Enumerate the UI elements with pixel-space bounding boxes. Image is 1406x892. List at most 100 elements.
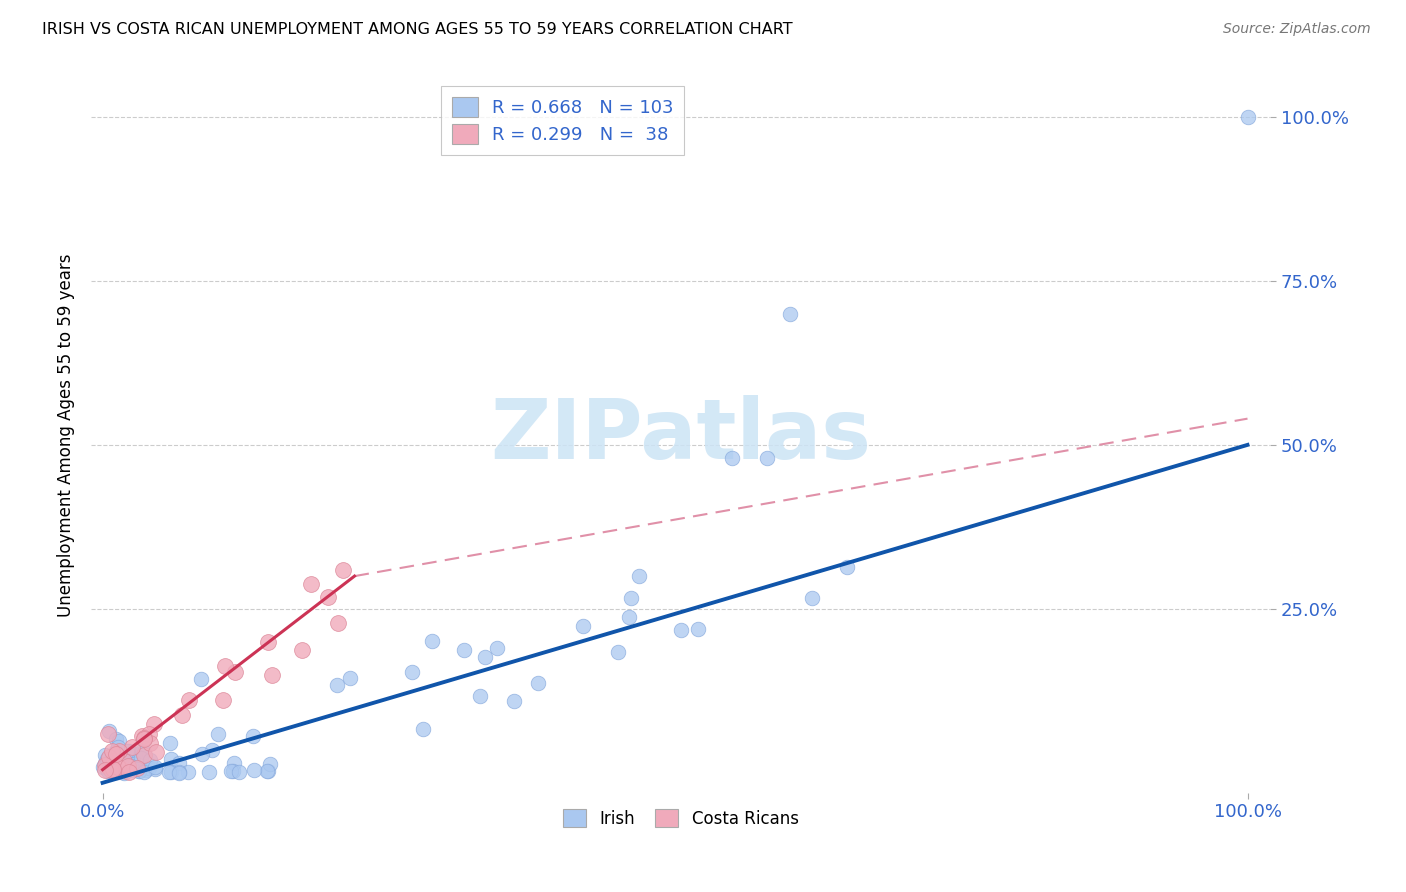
Point (114, 762, 136, 776)
Point (110, 753, 132, 767)
Point (172, 707, 194, 722)
Point (257, 764, 280, 778)
Point (108, 761, 131, 775)
Point (138, 753, 160, 767)
Point (118, 744, 141, 758)
Point (104, 747, 127, 761)
Point (105, 744, 128, 758)
Point (299, 576, 322, 591)
Point (526, 675, 548, 690)
Point (111, 763, 134, 777)
Point (160, 752, 183, 766)
Point (114, 757, 136, 772)
Point (110, 760, 132, 774)
Point (207, 727, 229, 741)
Point (100, 756, 122, 771)
Point (135, 764, 157, 778)
Point (339, 671, 361, 685)
Point (474, 650, 496, 665)
Point (94, 758, 117, 772)
Point (107, 764, 129, 779)
Point (221, 764, 243, 779)
Point (145, 745, 167, 759)
Point (619, 609, 641, 624)
Point (242, 763, 264, 777)
Point (112, 754, 135, 768)
Point (160, 765, 183, 780)
Point (224, 756, 246, 771)
Point (412, 722, 434, 736)
Point (94, 756, 117, 771)
Legend: Irish, Costa Ricans: Irish, Costa Ricans (557, 803, 806, 834)
Point (112, 757, 135, 772)
Point (104, 731, 127, 746)
Text: IRISH VS COSTA RICAN UNEMPLOYMENT AMONG AGES 55 TO 59 YEARS CORRELATION CHART: IRISH VS COSTA RICAN UNEMPLOYMENT AMONG … (42, 22, 793, 37)
Point (332, 563, 354, 577)
Point (127, 762, 149, 776)
Point (117, 759, 139, 773)
Point (131, 744, 153, 758)
Point (97, 764, 120, 779)
Point (138, 736, 160, 750)
Point (219, 764, 242, 778)
Point (96, 752, 118, 766)
Point (606, 645, 628, 659)
Point (779, 307, 801, 321)
Point (107, 734, 129, 748)
Point (138, 727, 160, 741)
Point (259, 756, 281, 771)
Point (107, 744, 129, 758)
Point (98, 758, 121, 772)
Point (122, 756, 145, 771)
Point (101, 764, 124, 779)
Point (242, 730, 264, 744)
Point (101, 756, 124, 770)
Point (125, 761, 148, 775)
Point (97, 727, 120, 741)
Point (111, 764, 134, 779)
Point (801, 591, 824, 605)
Point (108, 762, 131, 776)
Point (257, 635, 280, 649)
Point (134, 765, 156, 780)
Point (138, 761, 160, 775)
Point (401, 665, 423, 679)
Point (118, 764, 141, 779)
Point (157, 764, 180, 779)
Point (93, 759, 115, 773)
Point (453, 643, 475, 657)
Point (198, 764, 221, 779)
Point (107, 763, 129, 777)
Y-axis label: Unemployment Among Ages 55 to 59 years: Unemployment Among Ages 55 to 59 years (58, 253, 75, 616)
Point (755, 450, 778, 465)
Point (628, 568, 651, 582)
Point (1236, 110, 1258, 124)
Point (107, 739, 129, 754)
Point (98, 762, 121, 776)
Point (191, 747, 214, 761)
Point (128, 764, 150, 779)
Point (142, 717, 165, 731)
Point (131, 729, 153, 743)
Point (103, 754, 125, 768)
Point (93, 748, 115, 763)
Point (159, 736, 181, 750)
Point (256, 764, 278, 779)
Point (107, 760, 129, 774)
Point (572, 618, 595, 632)
Point (669, 624, 692, 638)
Point (128, 764, 150, 779)
Point (177, 692, 200, 706)
Point (169, 765, 191, 780)
Point (111, 763, 134, 777)
Point (122, 763, 145, 777)
Point (143, 760, 166, 774)
Point (121, 740, 143, 755)
Point (91, 760, 114, 774)
Point (201, 743, 224, 757)
Point (262, 667, 284, 681)
Point (108, 751, 131, 765)
Point (134, 745, 156, 759)
Point (104, 765, 127, 780)
Point (103, 762, 125, 776)
